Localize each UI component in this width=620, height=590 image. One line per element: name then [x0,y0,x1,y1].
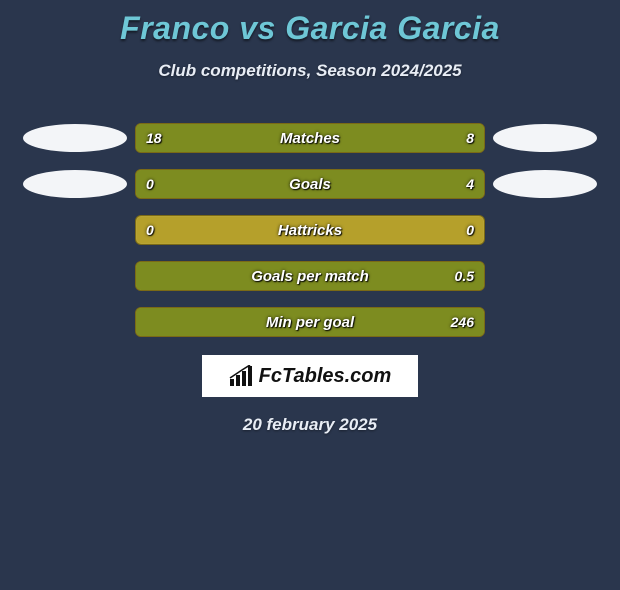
bar-fill-right [136,170,484,198]
stat-bar: 04Goals [135,169,485,199]
bar-chart-icon [229,365,255,387]
stat-row: 246Min per goal [0,307,620,337]
date-label: 20 february 2025 [0,415,620,435]
avatar-slot-right [485,124,605,152]
logo-text: FcTables.com [259,365,392,388]
stat-value-right: 0 [466,216,474,244]
stat-label: Hattricks [136,216,484,244]
comparison-chart: 188Matches 04Goals 0 0Hattricks 0.5Goals per… [0,123,620,337]
stat-value-left: 0 [146,216,154,244]
player-avatar-left [23,170,127,198]
bar-fill-right [136,308,484,336]
avatar-slot-left [15,170,135,198]
bar-fill-right [377,124,484,152]
stat-row: 0 0Hattricks [0,215,620,245]
page-title: Franco vs Garcia Garcia [0,10,620,47]
player-avatar-left [23,124,127,152]
stat-bar: 246Min per goal [135,307,485,337]
stat-bar: 0 0Hattricks [135,215,485,245]
stat-row: 04Goals [0,169,620,199]
bar-fill-right [136,262,484,290]
stat-row: 0.5Goals per match [0,261,620,291]
stat-row: 188Matches [0,123,620,153]
stat-bar: 188Matches [135,123,485,153]
stat-bar: 0.5Goals per match [135,261,485,291]
subtitle: Club competitions, Season 2024/2025 [0,61,620,81]
player-avatar-right [493,124,597,152]
site-logo[interactable]: FcTables.com [202,355,418,397]
avatar-slot-left [15,124,135,152]
player-avatar-right [493,170,597,198]
bar-fill-left [136,124,377,152]
avatar-slot-right [485,170,605,198]
